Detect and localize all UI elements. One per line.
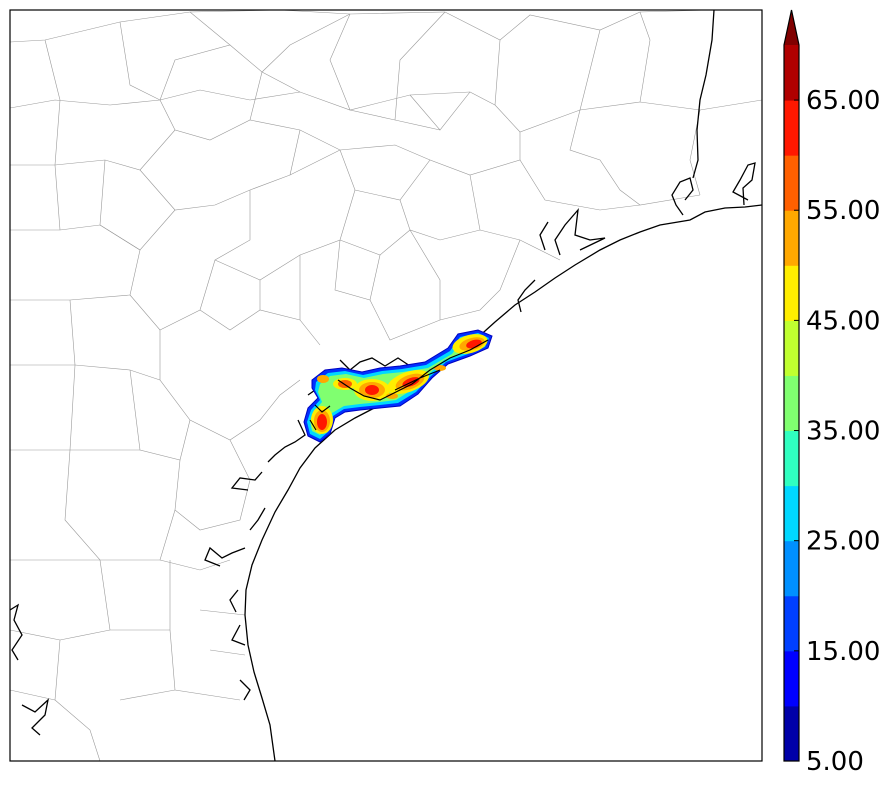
colorbar-segment — [784, 155, 799, 211]
colorbar-tick-label: 45.00 — [806, 306, 880, 336]
county-boundaries — [10, 10, 762, 761]
colorbar-segment — [784, 210, 799, 266]
colorbar-segment — [784, 45, 799, 101]
colorbar-tick-label: 65.00 — [806, 86, 880, 116]
swath-field — [303, 329, 493, 443]
colorbar-tick-label: 55.00 — [806, 196, 880, 226]
colorbar-segment — [784, 595, 799, 652]
colorbar-segment — [784, 705, 799, 762]
colorbar-extend-triangle — [784, 10, 799, 45]
colorbar-tick-label: 25.00 — [806, 527, 880, 557]
colorbar-segment — [784, 265, 799, 321]
colorbar-ticks: 5.00 15.00 25.00 35.00 45.00 55.00 65.00 — [794, 86, 880, 777]
colorbar-segment — [784, 430, 799, 487]
colorbar-segment — [784, 100, 799, 156]
colorbar-segment — [784, 540, 799, 597]
colorbar: 5.00 15.00 25.00 35.00 45.00 55.00 65.00 — [783, 9, 880, 777]
colorbar-tick-label: 35.00 — [806, 417, 880, 447]
map-frame — [9, 9, 763, 762]
coastline-over-swath — [309, 339, 489, 431]
colorbar-segment — [784, 650, 799, 707]
colorbar-tick-label: 5.00 — [806, 747, 864, 777]
colorbar-segments — [784, 45, 799, 762]
colorbar-segment — [784, 485, 799, 542]
map-panel — [9, 9, 763, 762]
colorbar-tick-label: 15.00 — [806, 637, 880, 667]
swath-cores — [311, 334, 488, 434]
colorbar-segment — [784, 320, 799, 376]
colorbar-segment — [784, 375, 799, 432]
